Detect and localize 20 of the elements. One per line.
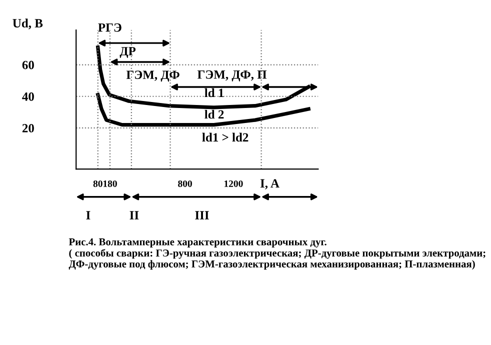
annotation: ДР bbox=[120, 47, 136, 58]
x-tick-label: 80 bbox=[93, 180, 102, 188]
y-tick-label: 60 bbox=[22, 60, 34, 70]
annotation: ГЭМ, ДФ bbox=[126, 70, 180, 82]
x-tick-label: 1200 bbox=[224, 180, 243, 188]
y-tick-label: 20 bbox=[22, 124, 34, 132]
y-axis-title: Ud, B bbox=[12, 18, 43, 30]
y-tick-label: 40 bbox=[22, 92, 34, 101]
text: Рис.4. Вольтамперные характеристики сварочных дуг. ( способы сварки: ГЭ-ручная газоэлектрическая; ДР-дуговые покрытыми электродами; ДФ-дуговые под флюсом; ГЭМ-газоэлектрическая механизированная; П-плазменная) bbox=[68, 238, 486, 270]
x-axis-title: I, A bbox=[260, 179, 280, 190]
annotation: ГЭМ, ДФ, П bbox=[197, 70, 267, 82]
x-tick-label: 180 bbox=[103, 180, 117, 188]
text: II bbox=[130, 211, 139, 220]
annotation: ld 1 bbox=[204, 88, 224, 98]
annotation: РГЭ bbox=[98, 23, 122, 32]
text: III bbox=[195, 211, 209, 220]
text: I bbox=[86, 211, 90, 220]
annotation: ld1 > ld2 bbox=[202, 132, 248, 142]
annotation: ld 2 bbox=[204, 110, 224, 119]
x-tick-label: 800 bbox=[178, 180, 192, 188]
